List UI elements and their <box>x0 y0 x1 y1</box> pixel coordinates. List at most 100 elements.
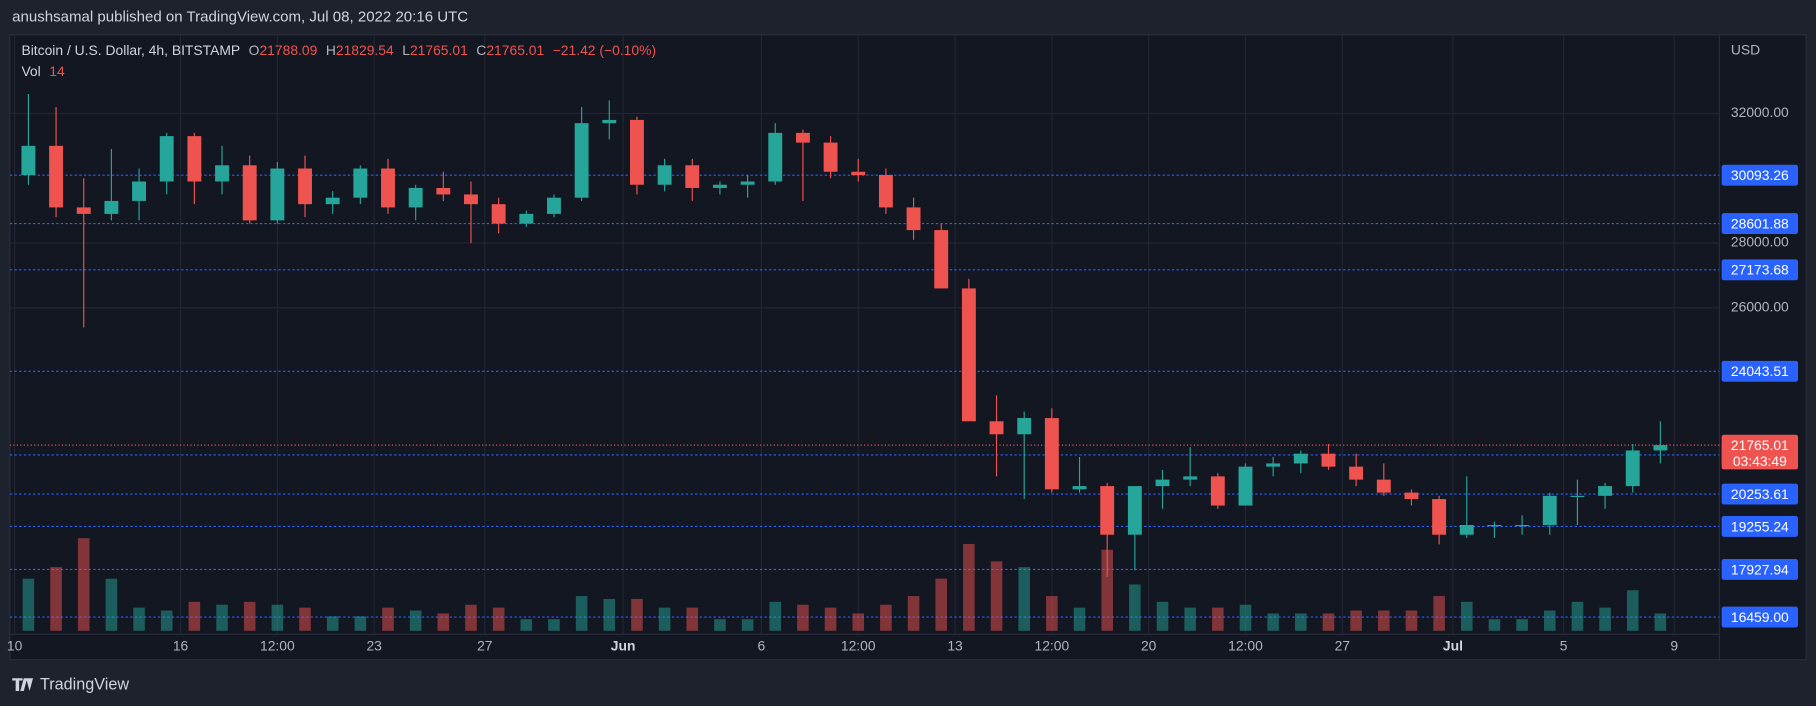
candle-body <box>215 165 229 182</box>
candle-body <box>795 132 810 143</box>
volume-bar <box>1295 613 1307 631</box>
volume-bar <box>1378 610 1390 631</box>
candle-body <box>740 181 755 185</box>
y-tick-label: 32000.00 <box>1731 104 1789 120</box>
x-tick-label: 27 <box>477 638 493 654</box>
x-tick-label: 6 <box>758 638 766 654</box>
volume-bar <box>22 578 35 631</box>
volume-bar <box>465 604 477 631</box>
level-label-box <box>1721 164 1799 186</box>
level-label-box <box>1721 213 1799 234</box>
last-price-label: 21765.01 <box>1731 437 1789 453</box>
countdown: 03:43:49 <box>1733 453 1787 469</box>
l-value: 21765.01 <box>410 42 468 58</box>
candle-body <box>602 119 617 124</box>
h-value: 21829.54 <box>336 42 394 58</box>
volume-bar <box>1073 607 1086 631</box>
candle-body <box>1321 453 1336 467</box>
vol-label: Vol <box>21 62 40 78</box>
o-label: O <box>249 42 260 58</box>
x-tick-label: 12:00 <box>260 638 295 654</box>
volume-bar <box>852 613 865 631</box>
volume-bar <box>907 596 920 631</box>
candle-body <box>325 197 340 205</box>
volume-bar <box>1129 584 1141 631</box>
candle-body <box>1210 476 1225 506</box>
level-label-box <box>1721 483 1799 505</box>
volume-bar <box>133 607 145 631</box>
x-tick-label: Jun <box>611 638 636 654</box>
candle-body <box>574 123 589 198</box>
volume-bar <box>520 619 533 631</box>
volume-bar <box>382 607 394 631</box>
candle-body <box>1155 479 1170 487</box>
candle-body <box>1487 524 1502 527</box>
volume-bar <box>160 610 173 631</box>
h-label: H <box>326 42 336 58</box>
volume-bar <box>575 596 588 631</box>
currency: USD <box>1731 42 1760 58</box>
volume-bar <box>299 607 311 631</box>
volume-bar <box>1433 596 1445 631</box>
symbol: Bitcoin / U.S. Dollar, 4h, BITSTAMP <box>21 42 240 58</box>
volume-bar <box>437 613 450 631</box>
legend-line: Bitcoin / U.S. Dollar, 4h, BITSTAMP O217… <box>21 42 656 58</box>
volume-bar <box>354 616 367 631</box>
vol-value: 14 <box>49 62 65 78</box>
level-label: 16459.00 <box>1731 609 1789 625</box>
volume-bar <box>1350 610 1362 631</box>
candle-body <box>298 168 312 205</box>
plot: 10 16 12:00 23 27 Jun 6 12:00 13 12:00 20 12:00 27 Ju… <box>7 34 1799 654</box>
x-tick-label: 12:00 <box>1228 638 1263 654</box>
candle-body <box>630 119 644 185</box>
candle-body <box>49 145 64 208</box>
l-label: L <box>402 42 410 58</box>
volume-bar <box>1599 607 1611 631</box>
volume-bar <box>105 578 118 631</box>
candle-body <box>989 421 1004 435</box>
x-tick-label: 12:00 <box>841 638 876 654</box>
volume-bar <box>603 598 616 631</box>
volume-bar <box>50 567 62 631</box>
volume-bar <box>1267 613 1279 631</box>
x-tick-label: 27 <box>1335 638 1351 654</box>
volume-bar <box>741 619 754 631</box>
y-tick-label: 28000.00 <box>1731 234 1789 250</box>
volume-bar <box>880 604 892 631</box>
candle-body <box>657 165 672 185</box>
candle-body <box>491 204 506 224</box>
x-tick-label: 9 <box>1670 638 1678 654</box>
candle-body <box>1349 466 1364 480</box>
volume-bar <box>1543 610 1556 631</box>
candle-body <box>1127 486 1142 535</box>
volume-bar <box>492 607 505 631</box>
volume-bar <box>409 610 422 631</box>
candle-body <box>685 165 700 188</box>
volume-bar <box>1018 567 1030 631</box>
x-tick-label: 13 <box>947 638 963 654</box>
candle-body <box>934 230 949 289</box>
candle-body <box>408 187 423 208</box>
volume-bar <box>658 607 671 631</box>
volume-bar <box>326 616 339 631</box>
volume-bar <box>1488 619 1501 631</box>
candle-body <box>519 213 534 224</box>
candle-body <box>1653 445 1668 451</box>
volume-bar <box>935 578 948 631</box>
volume-bar <box>1156 601 1169 631</box>
candle-body <box>712 184 727 188</box>
o-value: 21788.09 <box>259 42 317 58</box>
candle-body <box>187 136 202 182</box>
volume-bar <box>1212 607 1224 631</box>
level-label-box <box>1721 259 1799 281</box>
candle-body <box>1017 418 1032 435</box>
candle-body <box>1625 450 1640 487</box>
candle-body <box>906 207 921 231</box>
x-tick-label: 10 <box>7 638 23 654</box>
last-price-box <box>1721 434 1799 470</box>
candle-body <box>104 200 119 214</box>
candle-body <box>381 168 395 208</box>
volume-bar <box>1322 613 1335 631</box>
